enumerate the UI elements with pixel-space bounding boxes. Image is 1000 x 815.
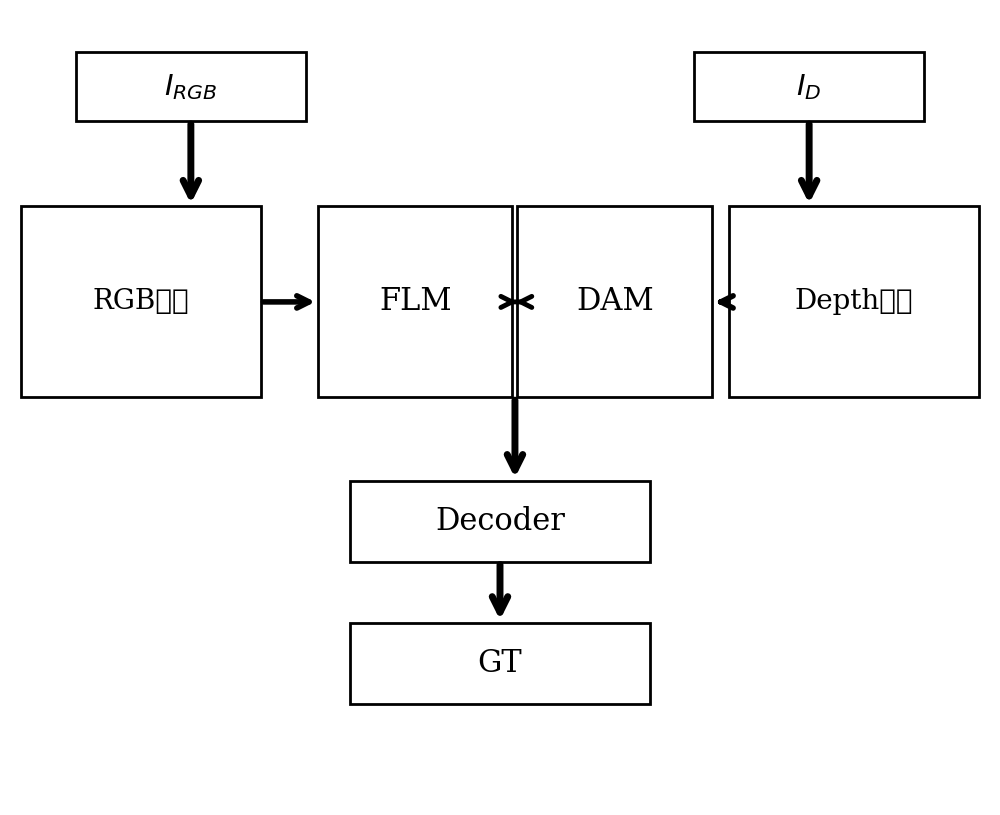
Bar xyxy=(350,481,650,562)
Text: FLM: FLM xyxy=(379,286,451,317)
Bar xyxy=(318,206,512,398)
Text: $I_D$: $I_D$ xyxy=(796,72,822,102)
Bar xyxy=(76,52,306,121)
Text: Depth支路: Depth支路 xyxy=(795,289,913,315)
Text: RGB支路: RGB支路 xyxy=(93,289,189,315)
Bar xyxy=(517,206,712,398)
Bar xyxy=(21,206,261,398)
Bar xyxy=(694,52,924,121)
Text: DAM: DAM xyxy=(576,286,653,317)
Text: $I_{RGB}$: $I_{RGB}$ xyxy=(164,72,218,102)
Bar xyxy=(729,206,979,398)
Bar xyxy=(350,623,650,704)
Text: GT: GT xyxy=(478,648,522,679)
Text: Decoder: Decoder xyxy=(435,506,565,537)
